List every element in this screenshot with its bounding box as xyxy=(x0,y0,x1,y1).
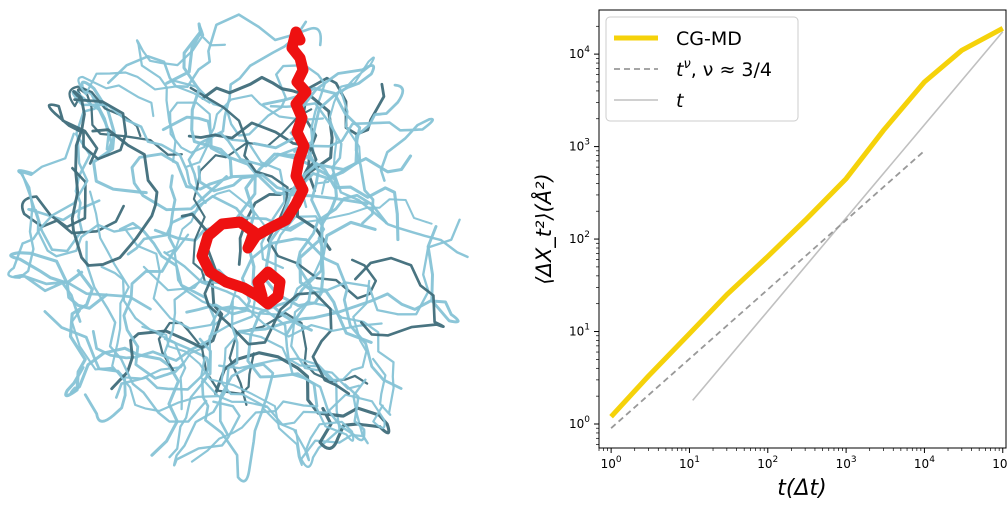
msd-chart: 100101102103104105100101102103104 t(Δt) … xyxy=(500,0,1008,504)
y-tick-label: 104 xyxy=(569,45,590,61)
polymer-ensemble-panel xyxy=(0,0,500,504)
x-tick-label-base: 10 xyxy=(757,457,772,471)
y-axis-label: ⟨ΔX_t²⟩(Å²) xyxy=(530,173,557,284)
x-tick-label: 102 xyxy=(757,455,778,471)
y-tick-label-base: 10 xyxy=(569,417,584,431)
x-tick-label-base: 10 xyxy=(601,457,616,471)
x-tick-label: 101 xyxy=(679,455,700,471)
polymer-strand xyxy=(14,275,150,321)
legend-label: tν, ν ≈ 3/4 xyxy=(676,57,772,81)
legend-label: CG-MD xyxy=(676,28,742,50)
y-tick-label-base: 10 xyxy=(569,140,584,154)
x-tick-label-exponent: 4 xyxy=(929,455,935,465)
x-tick-label-base: 10 xyxy=(992,457,1007,471)
y-tick-label-base: 10 xyxy=(569,47,584,61)
msd-chart-panel: 100101102103104105100101102103104 t(Δt) … xyxy=(500,0,1008,504)
x-tick-label-base: 10 xyxy=(836,457,851,471)
polymer-ensemble-rendering xyxy=(0,0,500,504)
y-tick-label-exponent: 2 xyxy=(584,230,590,240)
x-tick-label-exponent: 3 xyxy=(851,455,857,465)
y-tick-label-exponent: 0 xyxy=(584,415,590,425)
x-tick-label: 104 xyxy=(914,455,935,471)
polymer-strands xyxy=(8,15,467,482)
x-tick-label-exponent: 1 xyxy=(694,455,700,465)
y-tick-label: 100 xyxy=(569,415,590,431)
y-tick-label-exponent: 1 xyxy=(584,323,590,333)
y-tick-label-base: 10 xyxy=(569,232,584,246)
legend-label-rest: , ν ≈ 3/4 xyxy=(691,59,772,81)
y-tick-label: 101 xyxy=(569,323,590,339)
y-tick-label-exponent: 4 xyxy=(584,45,590,55)
y-tick-label: 102 xyxy=(569,230,590,246)
x-tick-label: 105 xyxy=(992,455,1008,471)
x-tick-label-exponent: 0 xyxy=(616,455,622,465)
y-tick-label-base: 10 xyxy=(569,325,584,339)
x-axis-label: t(Δt) xyxy=(777,476,826,501)
legend-label-exponent: ν xyxy=(683,57,690,72)
x-tick-label-exponent: 2 xyxy=(773,455,779,465)
x-tick-label: 100 xyxy=(601,455,622,471)
x-tick-label-base: 10 xyxy=(914,457,929,471)
y-tick-label-exponent: 3 xyxy=(584,138,590,148)
x-tick-label: 103 xyxy=(836,455,857,471)
y-tick-label: 103 xyxy=(569,138,590,154)
x-tick-label-base: 10 xyxy=(679,457,694,471)
series-line xyxy=(611,151,924,428)
